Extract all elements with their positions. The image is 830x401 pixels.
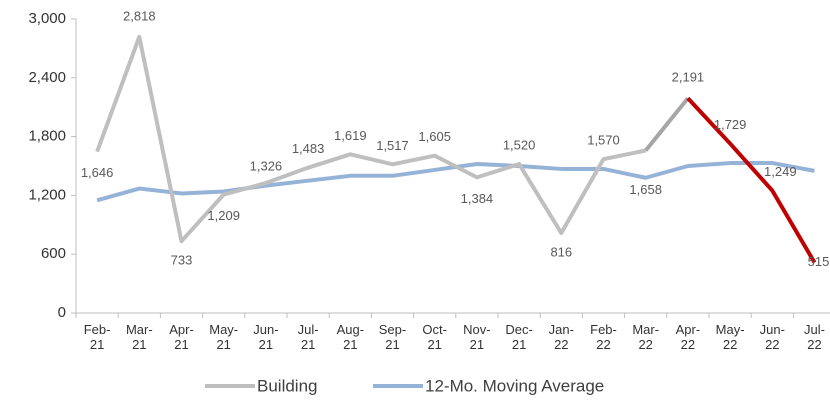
data-label: 1,209 [207,208,240,223]
x-tick-label: Apr- 21 [169,322,194,352]
data-label: 1,729 [714,117,747,132]
legend-label: 12-Mo. Moving Average [425,376,604,395]
x-tick-label: Jul- 22 [804,322,825,352]
x-tick-label: Mar- 21 [125,322,153,352]
x-tick-label: Jul- 21 [297,322,319,352]
x-tick-label: May- 22 [715,322,745,352]
x-tick-label: May- 21 [209,322,239,352]
data-label: 1,570 [587,133,620,148]
data-label: 1,483 [292,141,325,156]
data-label: 1,384 [461,191,494,206]
data-label: 1,605 [418,129,451,144]
x-tick-label: Mar- 22 [632,322,660,352]
x-tick-label: Nov- 21 [463,322,491,352]
y-tick-label: 1,800 [28,128,66,145]
y-tick-label: 2,400 [28,69,66,86]
data-label: 733 [171,253,193,268]
x-tick-label: Jun- 21 [253,322,279,352]
series-line [95,34,647,244]
data-label: 515 [808,254,830,269]
data-label: 1,249 [764,164,797,179]
data-label: 1,517 [376,138,409,153]
y-tick-label: 3,000 [28,10,66,27]
series-line [644,97,690,152]
data-label: 1,520 [503,137,536,152]
y-tick-label: 0 [58,304,66,321]
data-label: 1,619 [334,128,367,143]
legend-label: Building [257,376,318,395]
y-tick-label: 1,200 [28,186,66,203]
series-line [686,96,817,264]
x-tick-label: Sep- 21 [378,322,407,352]
data-label: 1,658 [629,182,662,197]
x-tick-label: Feb- 21 [83,322,111,352]
data-label: 2,818 [123,8,156,23]
data-label: 2,191 [672,70,705,85]
data-label: 816 [550,244,572,259]
x-tick-label: Dec- 21 [505,322,533,352]
x-tick-label: Jun- 22 [759,322,785,352]
y-tick-label: 600 [41,245,66,262]
x-tick-label: Aug- 21 [336,322,365,352]
x-tick-label: Oct- 21 [422,322,447,352]
data-label: 1,646 [81,165,114,180]
x-tick-label: Feb- 22 [590,322,617,352]
x-tick-label: Apr- 22 [675,322,701,352]
x-tick-label: Jan- 22 [548,322,574,352]
data-label: 1,326 [250,158,283,173]
